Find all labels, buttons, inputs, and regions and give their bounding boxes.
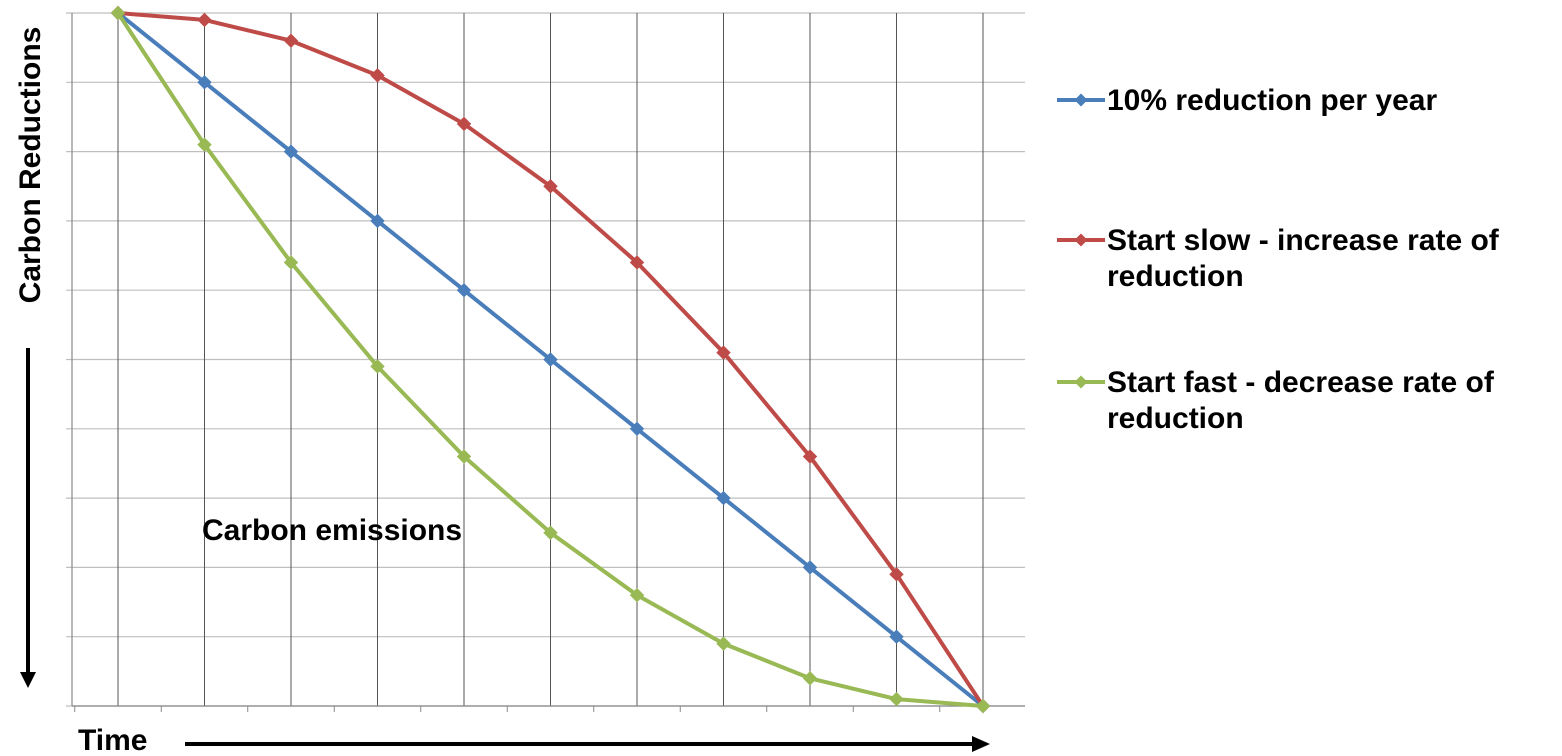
x-axis-label: Time	[78, 724, 147, 756]
y-axis-label: Carbon Reductions	[14, 27, 47, 304]
legend-entry-3: Start fast - decrease rate of reduction	[1057, 366, 1495, 435]
data-point	[802, 560, 818, 575]
legend-swatch-marker	[1074, 233, 1088, 247]
data-point	[543, 352, 558, 367]
data-point	[283, 33, 299, 48]
legend-label: Start fast - decrease rate of reduction	[1107, 366, 1495, 435]
legend-entry-1: 10% reduction per year	[1057, 84, 1437, 117]
data-point	[370, 359, 385, 374]
data-point	[889, 567, 904, 582]
data-point	[110, 5, 126, 21]
data-point	[456, 449, 472, 464]
data-point	[197, 12, 212, 28]
data-point	[197, 75, 212, 90]
series-3	[110, 5, 991, 714]
legend-swatch-marker	[1074, 93, 1088, 107]
data-point	[283, 255, 299, 270]
data-point	[975, 698, 991, 714]
data-point	[802, 449, 818, 464]
data-point	[543, 525, 558, 540]
data-point	[629, 421, 645, 437]
legend-entry-2: Start slow - increase rate of reduction	[1057, 224, 1500, 293]
grid-layer	[66, 12, 1025, 712]
data-point	[629, 255, 645, 270]
data-point	[370, 68, 385, 83]
data-point	[456, 282, 472, 298]
data-point	[889, 629, 904, 644]
axes-layer	[71, 13, 1025, 707]
data-point	[716, 490, 731, 506]
data-point	[889, 691, 904, 707]
x-axis-arrow	[185, 736, 990, 752]
data-point	[283, 144, 299, 159]
data-point	[543, 179, 558, 194]
data-point	[802, 671, 818, 686]
series-layer	[110, 5, 991, 714]
legend-label: 10% reduction per year	[1107, 84, 1437, 117]
chart-annotation: Carbon emissions	[202, 514, 462, 547]
legend: 10% reduction per year Start slow - incre…	[1057, 84, 1500, 435]
data-point	[716, 636, 731, 651]
data-point	[370, 213, 385, 229]
data-point	[197, 137, 212, 152]
legend-label: Start slow - increase rate of reduction	[1107, 224, 1500, 293]
data-point	[716, 345, 731, 360]
data-point	[629, 587, 645, 603]
legend-swatch-marker	[1074, 375, 1088, 389]
y-axis-arrow	[20, 348, 36, 688]
data-point	[456, 116, 472, 132]
